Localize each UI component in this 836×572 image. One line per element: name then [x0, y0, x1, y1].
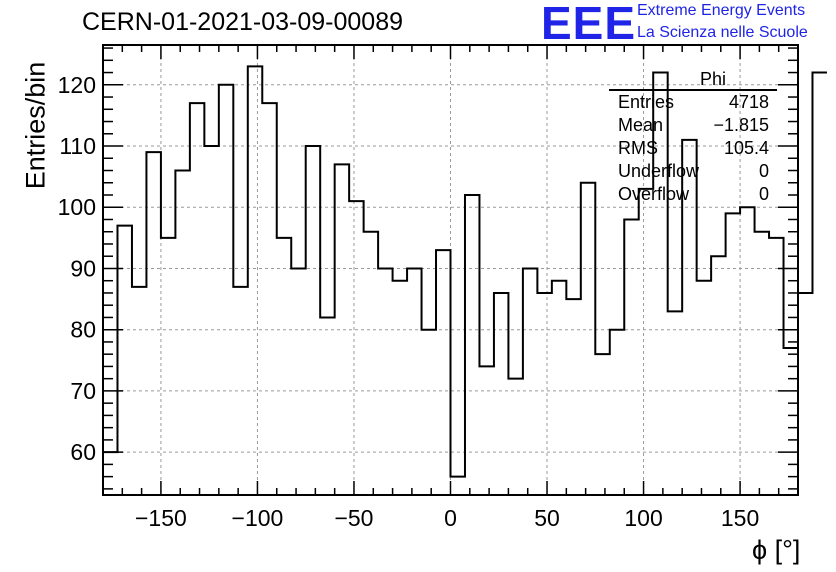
- stats-value: 0: [758, 184, 769, 204]
- stats-label: Underflow: [618, 161, 700, 181]
- stats-row: Mean −1.815: [609, 114, 777, 137]
- stats-label: RMS: [618, 138, 658, 158]
- y-tick-label: 100: [58, 194, 96, 220]
- stats-row: Underflow 0: [609, 160, 777, 183]
- y-axis-label: Entries/bin: [20, 61, 51, 190]
- x-tick-label: −50: [334, 505, 373, 531]
- x-tick-label: −150: [135, 505, 187, 531]
- stats-row: Entries 4718: [609, 91, 777, 114]
- axis-tick-labels: −150 −100 −50 0 50 100 150 60 70 80 90 100 110 120: [58, 72, 760, 531]
- stats-name: Phi: [609, 69, 777, 91]
- stats-box: Phi Entries 4718 Mean −1.815 RMS 105.4 U…: [609, 69, 777, 206]
- x-axis-label: ϕ [°]: [752, 535, 801, 565]
- logo-line-1: Extreme Energy Events: [637, 2, 806, 19]
- stats-value: 105.4: [723, 138, 769, 158]
- x-tick-label: 150: [721, 505, 759, 531]
- histogram-series: [103, 65, 827, 478]
- x-tick-label: −100: [232, 505, 284, 531]
- chart-title: CERN-01-2021-03-09-00089: [82, 8, 404, 36]
- stats-value: 4718: [728, 92, 769, 112]
- stats-label: Mean: [618, 115, 664, 135]
- logo-line-2: La Scienza nelle Scuole: [637, 24, 808, 41]
- stats-label: Entries: [618, 92, 675, 112]
- eee-logo: EEE: [541, 0, 637, 49]
- stats-row: RMS 105.4: [609, 137, 777, 160]
- y-tick-label: 70: [70, 378, 96, 404]
- stats-value: −1.815: [713, 115, 769, 135]
- y-tick-label: 80: [70, 317, 96, 343]
- stats-label: Overflow: [618, 184, 690, 204]
- y-tick-label: 110: [59, 133, 96, 159]
- x-tick-label: 50: [534, 505, 560, 531]
- x-tick-label: 100: [624, 505, 662, 531]
- y-tick-label: 60: [70, 439, 96, 465]
- stats-row: Overflow 0: [609, 183, 777, 206]
- y-tick-label: 120: [58, 72, 96, 98]
- axis-ticks: [103, 45, 798, 495]
- x-tick-label: 0: [444, 505, 457, 531]
- y-tick-label: 90: [70, 255, 96, 281]
- stats-value: 0: [758, 161, 769, 181]
